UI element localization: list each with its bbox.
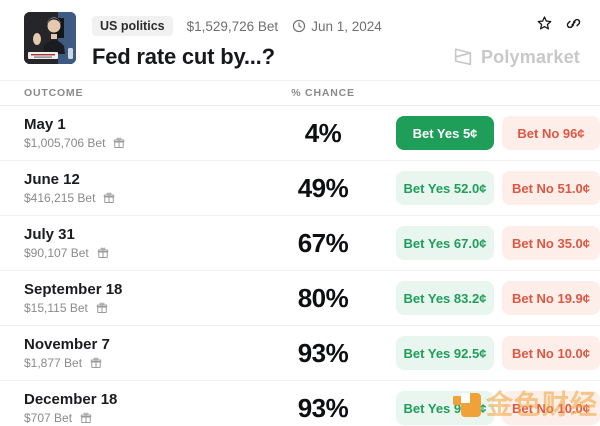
header-main: US politics $1,529,726 Bet Jun 1, 2024 F… <box>76 12 584 70</box>
outcome-meta: $707 Bet <box>24 411 250 425</box>
table-row: September 18 $15,115 Bet 80% Bet Yes 83.… <box>0 271 600 326</box>
outcome-meta: $1,877 Bet <box>24 356 250 370</box>
outcome-bet-amount: $1,877 Bet <box>24 356 83 370</box>
outcome-cell: November 7 $1,877 Bet <box>24 336 250 370</box>
copy-link-icon[interactable] <box>565 15 582 32</box>
header-actions <box>536 15 582 32</box>
outcome-name: December 18 <box>24 391 118 408</box>
outcome-cell: September 18 $15,115 Bet <box>24 281 250 315</box>
gift-icon <box>104 192 115 203</box>
column-header-chance: % CHANCE <box>291 87 355 99</box>
table-row: November 7 $1,877 Bet 93% Bet Yes 92.5¢ … <box>0 326 600 381</box>
bet-no-button[interactable]: Bet No 51.0¢ <box>502 171 600 205</box>
chance-value: 67% <box>297 227 349 258</box>
outcome-meta: $416,215 Bet <box>24 191 250 205</box>
gift-icon <box>96 302 108 313</box>
outcome-name: September 18 <box>24 281 123 298</box>
favorite-star-icon[interactable] <box>536 15 553 32</box>
meta-row: US politics $1,529,726 Bet Jun 1, 2024 <box>92 14 584 38</box>
outcome-cell: July 31 $90,107 Bet <box>24 226 250 260</box>
bet-yes-button[interactable]: Bet Yes 67.0¢ <box>396 226 494 260</box>
outcome-cell: December 18 $707 Bet <box>24 391 250 425</box>
outcome-name: November 7 <box>24 336 110 353</box>
market-date-label: Jun 1, 2024 <box>311 18 382 34</box>
page-title: Fed rate cut by...? <box>92 44 275 69</box>
outcome-meta: $90,107 Bet <box>24 246 250 260</box>
powell-photo-placeholder <box>24 12 76 64</box>
market-date: Jun 1, 2024 <box>292 19 382 34</box>
polymarket-logo-icon <box>454 48 472 66</box>
table-row: May 1 $1,005,706 Bet 4% Bet Yes 5¢ Bet N… <box>0 106 600 161</box>
bet-yes-button[interactable]: Bet Yes 92.6¢ <box>396 391 494 425</box>
bet-no-button[interactable]: Bet No 96¢ <box>502 116 600 150</box>
bet-no-button[interactable]: Bet No 19.9¢ <box>502 281 600 315</box>
gift-icon <box>114 137 125 148</box>
gift-icon <box>97 247 108 258</box>
chance-value: 4% <box>304 117 342 148</box>
category-badge[interactable]: US politics <box>92 16 173 36</box>
bet-no-button[interactable]: Bet No 10.0¢ <box>502 336 600 370</box>
outcomes-table: OUTCOME % CHANCE May 1 $1,005,706 Bet <box>0 80 600 426</box>
market-avatar <box>24 12 76 64</box>
bet-yes-button[interactable]: Bet Yes 92.5¢ <box>396 336 494 370</box>
gift-icon <box>90 357 102 368</box>
table-row: June 12 $416,215 Bet 49% Bet Yes 52.0¢ B… <box>0 161 600 216</box>
outcome-meta: $15,115 Bet <box>24 301 250 315</box>
outcome-bet-amount: $15,115 Bet <box>24 301 88 315</box>
bet-total: $1,529,726 Bet <box>186 18 279 34</box>
table-row: December 18 $707 Bet 93% Bet Yes 92.6¢ B… <box>0 381 600 426</box>
bet-yes-button[interactable]: Bet Yes 83.2¢ <box>396 281 494 315</box>
outcome-cell: June 12 $416,215 Bet <box>24 171 250 205</box>
bet-no-button[interactable]: Bet No 10.0¢ <box>502 391 600 425</box>
outcome-name: May 1 <box>24 116 66 133</box>
outcome-meta: $1,005,706 Bet <box>24 136 250 150</box>
polymarket-brand-label: Polymarket <box>480 46 580 67</box>
table-header: OUTCOME % CHANCE <box>0 80 600 106</box>
market-header: US politics $1,529,726 Bet Jun 1, 2024 F… <box>0 0 600 70</box>
outcome-bet-amount: $416,215 Bet <box>24 191 96 205</box>
bet-yes-button[interactable]: Bet Yes 52.0¢ <box>396 171 494 205</box>
chance-value: 93% <box>297 337 349 368</box>
outcome-bet-amount: $90,107 Bet <box>24 246 89 260</box>
bet-yes-button[interactable]: Bet Yes 5¢ <box>396 116 494 150</box>
title-row: Fed rate cut by...? Polymarket <box>92 44 584 70</box>
chance-value: 49% <box>297 172 349 203</box>
outcome-bet-amount: $1,005,706 Bet <box>24 136 106 150</box>
chance-value: 80% <box>297 282 349 313</box>
bet-no-button[interactable]: Bet No 35.0¢ <box>502 226 600 260</box>
chance-value: 93% <box>297 392 349 423</box>
table-row: July 31 $90,107 Bet 67% Bet Yes 67.0¢ Be… <box>0 216 600 271</box>
outcome-bet-amount: $707 Bet <box>24 411 73 425</box>
outcome-name: July 31 <box>24 226 75 243</box>
outcome-name: June 12 <box>24 171 80 188</box>
outcome-cell: May 1 $1,005,706 Bet <box>24 116 250 150</box>
table-body: May 1 $1,005,706 Bet 4% Bet Yes 5¢ Bet N… <box>0 106 600 426</box>
polymarket-brand[interactable]: Polymarket <box>452 46 584 68</box>
gift-icon <box>80 412 92 423</box>
clock-icon <box>293 19 306 33</box>
column-header-outcome: OUTCOME <box>24 87 84 99</box>
